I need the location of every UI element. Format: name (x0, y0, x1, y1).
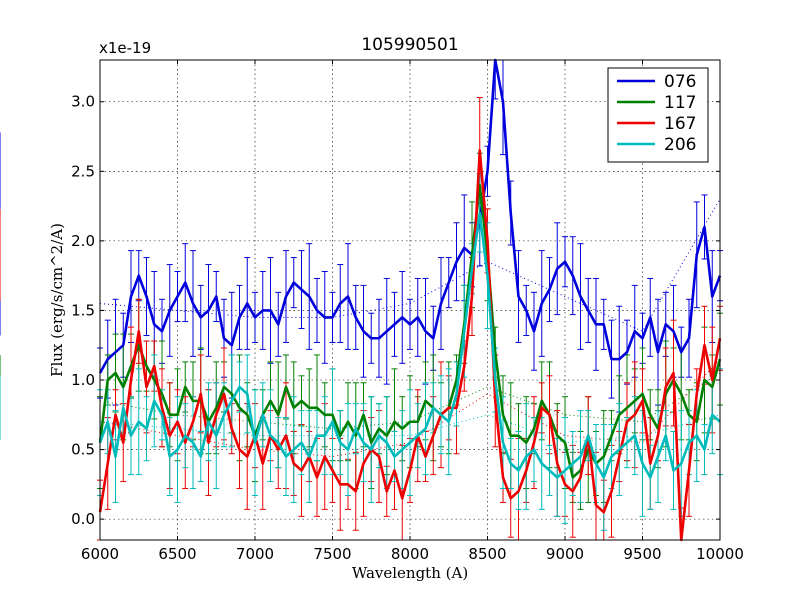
x-tick-label: 6500 (158, 545, 196, 563)
legend-label-167: 167 (664, 114, 696, 134)
x-axis-label: Wavelength (A) (352, 564, 468, 582)
y-axis-label: Flux (erg/s/cm^2/A) (48, 223, 66, 377)
legend-label-076: 076 (664, 72, 696, 92)
x-axis: 6000 6500 7000 7500 8000 8500 9000 9500 10000 (81, 60, 744, 563)
series-lines (98, 58, 722, 542)
y-axis: 0.0 0.5 1.0 1.5 2.0 2.5 3.0 (71, 93, 720, 528)
legend-label-206: 206 (664, 135, 696, 155)
y-tick-label: 0.5 (71, 441, 95, 459)
x-tick-label: 10000 (696, 545, 744, 563)
y-tick-label: 1.5 (71, 301, 95, 319)
legend-box (607, 67, 709, 163)
x-tick-label: 7000 (236, 545, 274, 563)
x-tick-label: 8500 (468, 545, 506, 563)
series-line-206 (98, 211, 721, 479)
legend-label-117: 117 (664, 93, 696, 113)
y-tick-label: 0.0 (71, 510, 95, 528)
y-scale-label: x1e-19 (99, 39, 151, 57)
y-tick-label: 1.0 (71, 371, 95, 389)
x-tick-label: 7500 (313, 545, 351, 563)
y-tick-label: 2.5 (71, 162, 95, 180)
y-tick-label: 3.0 (71, 93, 95, 111)
x-tick-label: 8000 (391, 545, 429, 563)
x-tick-label: 9000 (546, 545, 584, 563)
series-line-167 (98, 149, 722, 542)
chart-title: 105990501 (361, 35, 458, 55)
series-line-076 (98, 58, 722, 374)
x-tick-label: 6000 (81, 545, 119, 563)
x-tick-label: 9500 (623, 545, 661, 563)
y-tick-label: 2.0 (71, 232, 95, 250)
